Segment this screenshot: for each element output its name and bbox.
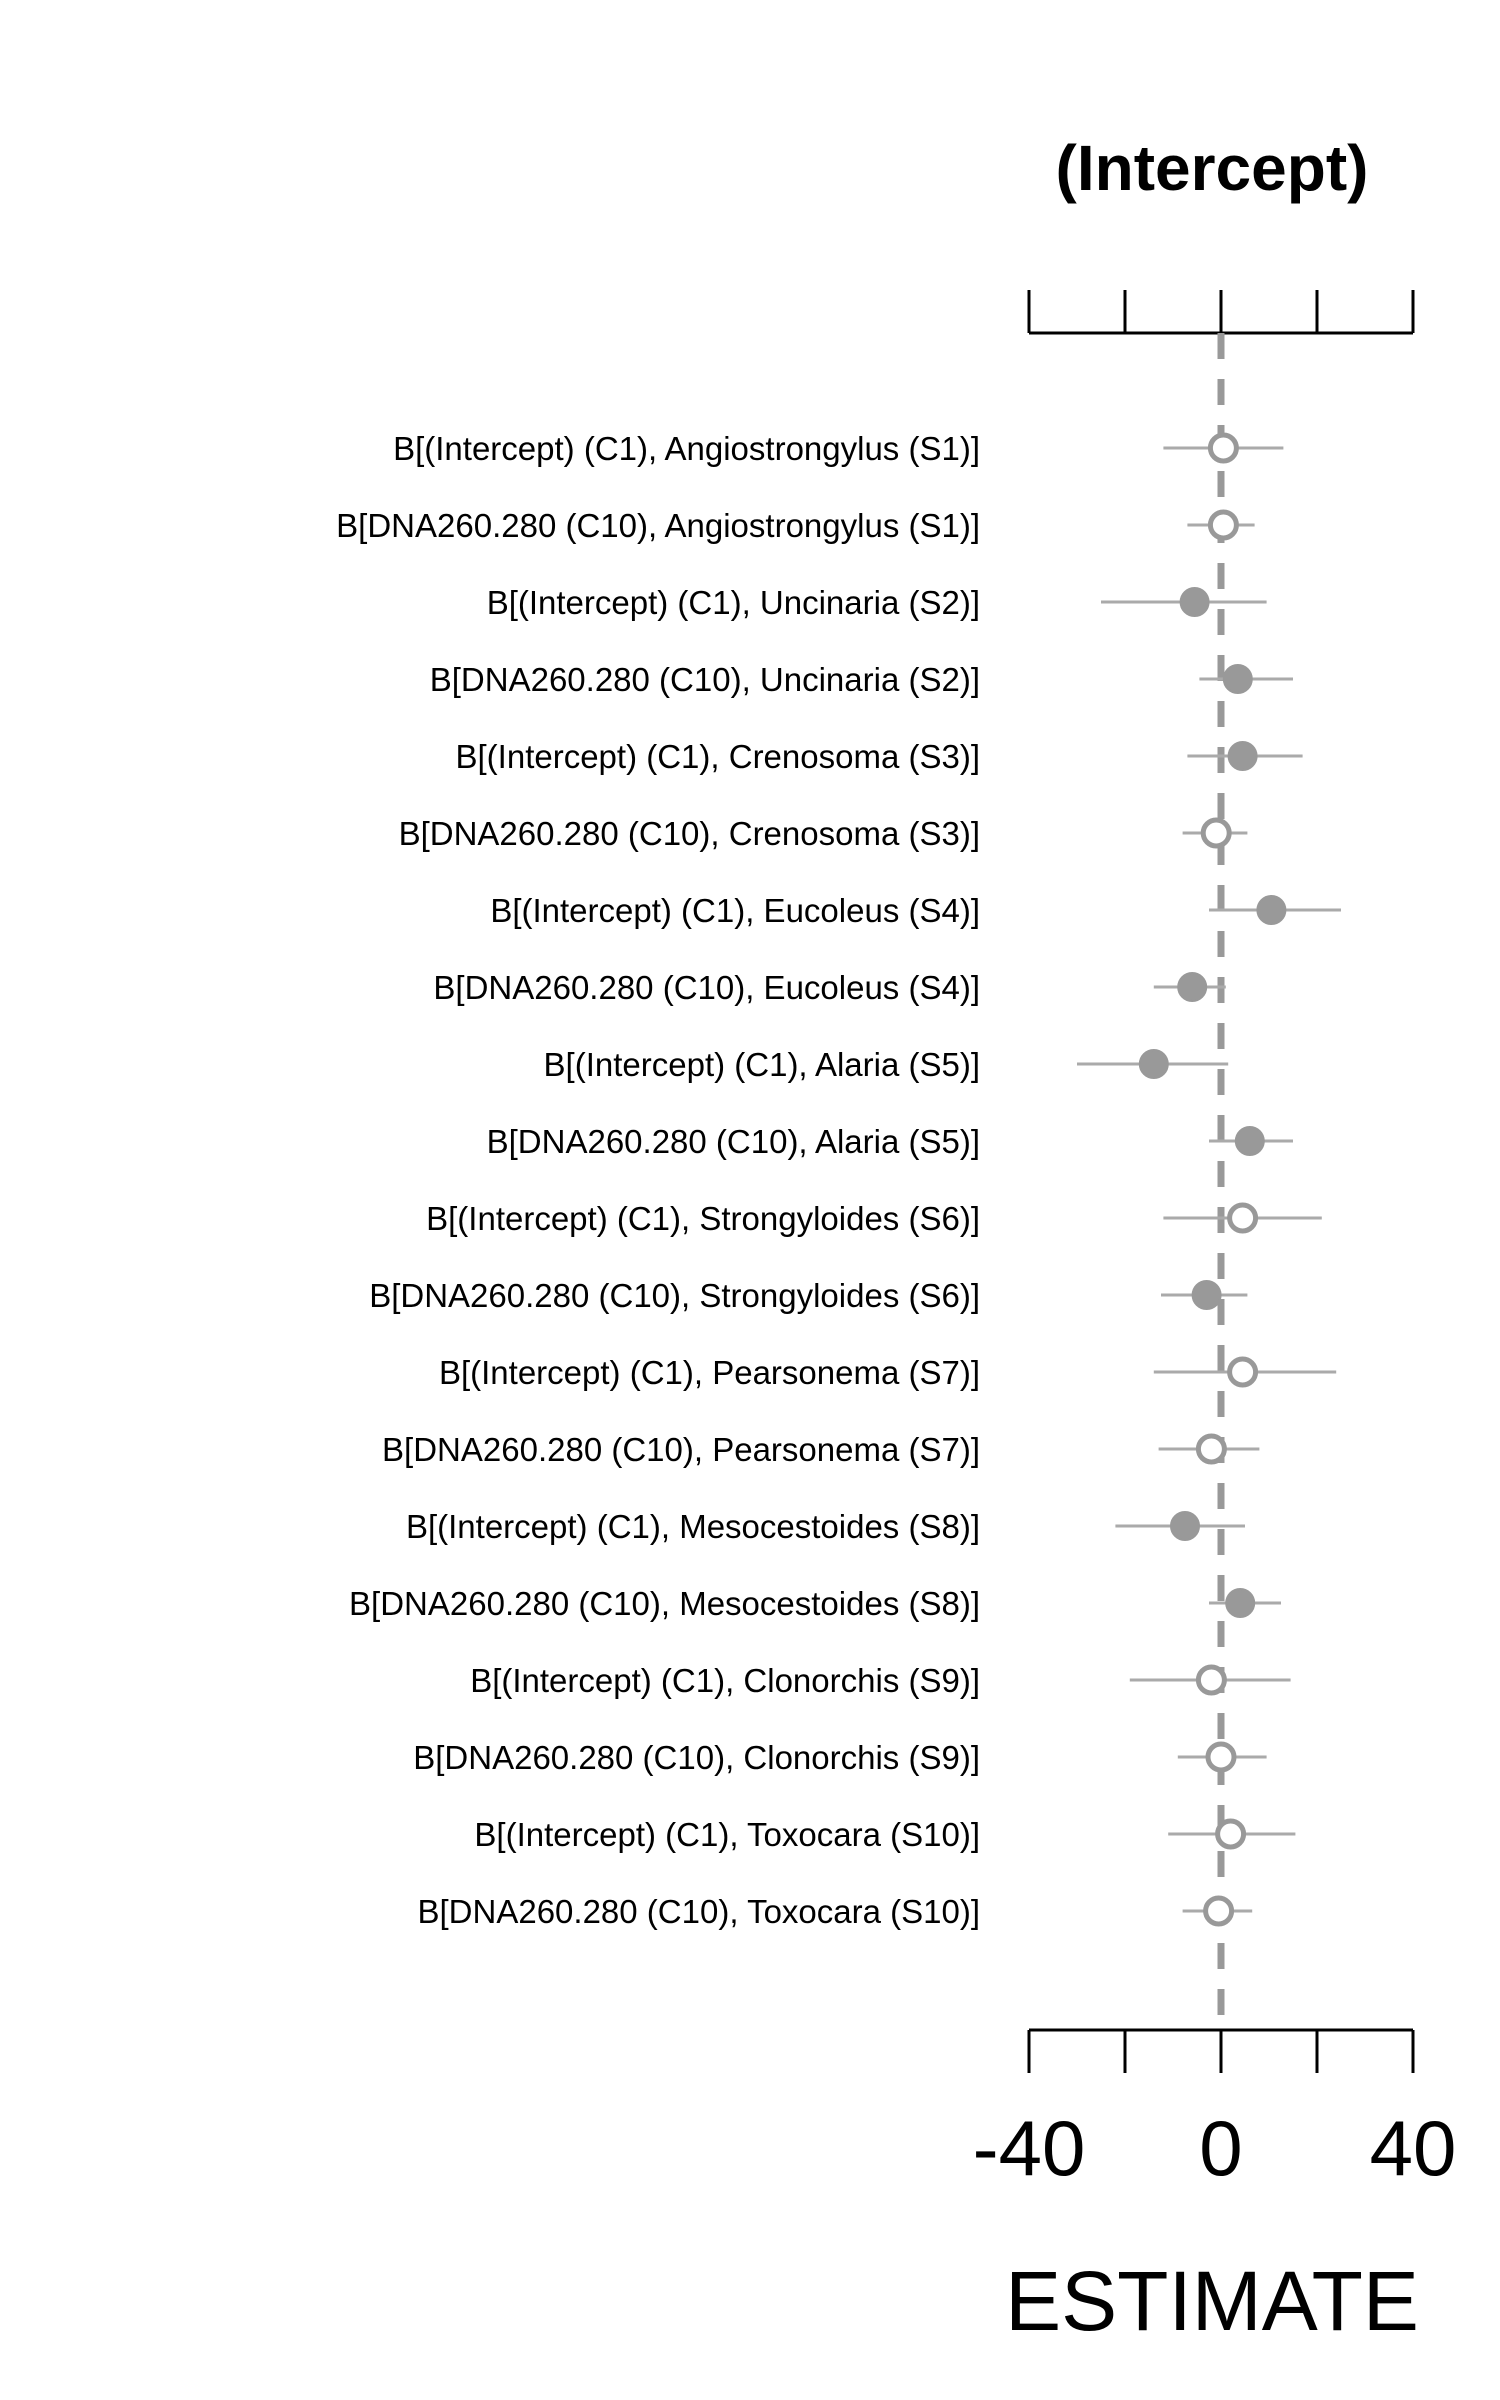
row-label: B[(Intercept) (C1), Alaria (S5)] (544, 1046, 980, 1083)
row-label: B[(Intercept) (C1), Clonorchis (S9)] (470, 1662, 980, 1699)
x-tick-label: 0 (1199, 2104, 1242, 2192)
point-estimate-open (1215, 1818, 1247, 1850)
point-estimate-open (1200, 817, 1232, 849)
row-label: B[DNA260.280 (C10), Uncinaria (S2)] (430, 661, 980, 698)
forest-row: B[(Intercept) (C1), Uncinaria (S2)] (487, 584, 1267, 621)
top-axis (1027, 290, 1415, 335)
forest-row: B[DNA260.280 (C10), Clonorchis (S9)] (413, 1739, 1267, 1776)
x-tick-label: -40 (973, 2104, 1086, 2192)
forest-row: B[DNA260.280 (C10), Eucoleus (S4)] (433, 969, 1226, 1006)
row-label: B[DNA260.280 (C10), Eucoleus (S4)] (433, 969, 980, 1006)
row-label: B[DNA260.280 (C10), Crenosoma (S3)] (399, 815, 980, 852)
forest-row: B[DNA260.280 (C10), Toxocara (S10)] (418, 1893, 1253, 1930)
point-estimate-open (1203, 1895, 1235, 1927)
bottom-axis: -40 0 40 (973, 2028, 1457, 2192)
row-label: B[(Intercept) (C1), Toxocara (S10)] (474, 1816, 980, 1853)
point-estimate-filled (1222, 664, 1253, 694)
forest-row: B[(Intercept) (C1), Angiostrongylus (S1)… (393, 430, 1284, 467)
forest-row: B[(Intercept) (C1), Toxocara (S10)] (474, 1816, 1296, 1853)
forest-row: B[DNA260.280 (C10), Alaria (S5)] (487, 1123, 1293, 1160)
forest-row: B[DNA260.280 (C10), Crenosoma (S3)] (399, 815, 1248, 852)
point-estimate-open (1195, 1433, 1227, 1465)
row-label: B[DNA260.280 (C10), Mesocestoides (S8)] (349, 1585, 980, 1622)
forest-row: B[(Intercept) (C1), Mesocestoides (S8)] (406, 1508, 1245, 1545)
point-estimate-open (1227, 1356, 1259, 1388)
forest-row: B[DNA260.280 (C10), Mesocestoides (S8)] (349, 1585, 1281, 1622)
rows-group: B[(Intercept) (C1), Angiostrongylus (S1)… (336, 430, 1341, 1930)
row-label: B[DNA260.280 (C10), Strongyloides (S6)] (369, 1277, 980, 1314)
forest-row: B[(Intercept) (C1), Crenosoma (S3)] (456, 738, 1303, 775)
point-estimate-filled (1227, 741, 1258, 771)
point-estimate-open (1205, 1741, 1237, 1773)
point-estimate-filled (1138, 1049, 1169, 1079)
point-estimate-filled (1177, 972, 1208, 1002)
point-estimate-open (1207, 509, 1239, 541)
row-label: B[(Intercept) (C1), Uncinaria (S2)] (487, 584, 980, 621)
forest-row: B[DNA260.280 (C10), Uncinaria (S2)] (430, 661, 1293, 698)
forest-row: B[DNA260.280 (C10), Pearsonema (S7)] (382, 1431, 1260, 1468)
row-label: B[(Intercept) (C1), Strongyloides (S6)] (426, 1200, 980, 1237)
row-label: B[DNA260.280 (C10), Pearsonema (S7)] (382, 1431, 980, 1468)
x-axis-title: ESTIMATE (1005, 2254, 1419, 2348)
row-label: B[(Intercept) (C1), Pearsonema (S7)] (439, 1354, 980, 1391)
row-label: B[(Intercept) (C1), Angiostrongylus (S1)… (393, 430, 980, 467)
row-label: B[(Intercept) (C1), Mesocestoides (S8)] (406, 1508, 980, 1545)
point-estimate-filled (1191, 1280, 1222, 1310)
row-label: B[(Intercept) (C1), Eucoleus (S4)] (490, 892, 980, 929)
point-estimate-filled (1234, 1126, 1265, 1156)
x-tick-label: 40 (1370, 2104, 1457, 2192)
forest-row: B[DNA260.280 (C10), Strongyloides (S6)] (369, 1277, 1248, 1314)
point-estimate-filled (1256, 895, 1287, 925)
forest-row: B[(Intercept) (C1), Eucoleus (S4)] (490, 892, 1341, 929)
point-estimate-filled (1179, 587, 1210, 617)
forest-row: B[(Intercept) (C1), Strongyloides (S6)] (426, 1200, 1322, 1237)
point-estimate-open (1195, 1664, 1227, 1696)
row-label: B[DNA260.280 (C10), Toxocara (S10)] (418, 1893, 981, 1930)
point-estimate-filled (1170, 1511, 1200, 1541)
chart-title: (Intercept) (1056, 132, 1369, 204)
point-estimate-open (1227, 1202, 1259, 1234)
row-label: B[(Intercept) (C1), Crenosoma (S3)] (456, 738, 981, 775)
row-label: B[DNA260.280 (C10), Angiostrongylus (S1)… (336, 507, 980, 544)
forest-row: B[(Intercept) (C1), Pearsonema (S7)] (439, 1354, 1337, 1391)
forest-row: B[DNA260.280 (C10), Angiostrongylus (S1)… (336, 507, 1255, 544)
row-label: B[DNA260.280 (C10), Alaria (S5)] (487, 1123, 980, 1160)
point-estimate-filled (1225, 1588, 1256, 1618)
forest-row: B[(Intercept) (C1), Clonorchis (S9)] (470, 1662, 1291, 1699)
forest-row: B[(Intercept) (C1), Alaria (S5)] (544, 1046, 1229, 1083)
point-estimate-open (1207, 432, 1239, 464)
row-label: B[DNA260.280 (C10), Clonorchis (S9)] (413, 1739, 980, 1776)
